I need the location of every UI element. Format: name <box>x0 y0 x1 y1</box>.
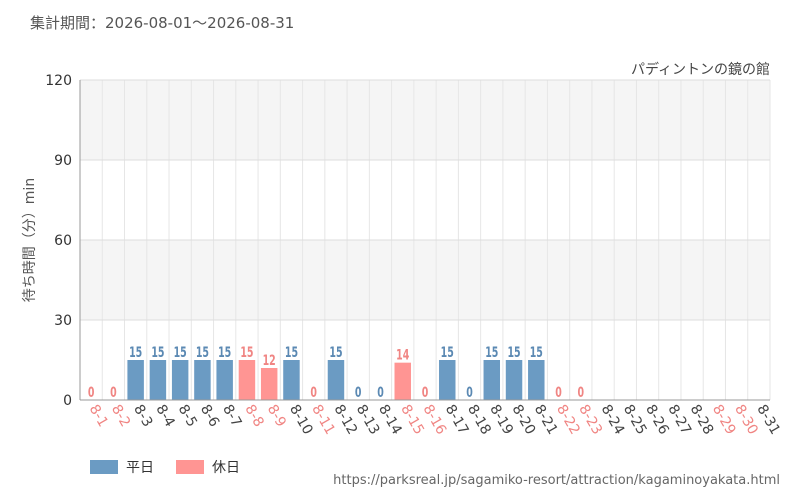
value-label: 15 <box>196 345 209 361</box>
legend-weekday-label: 平日 <box>126 460 154 476</box>
bar <box>149 360 167 400</box>
source-url: https://parksreal.jp/sagamiko-resort/att… <box>333 473 780 488</box>
bar <box>528 360 545 400</box>
y-axis-label: 待ち時間（分）min <box>22 178 38 302</box>
bar <box>439 360 456 400</box>
bar <box>505 360 523 400</box>
y-tick-label: 90 <box>54 153 72 169</box>
x-tick-label: 8-2 <box>108 402 133 430</box>
x-tick-label: 8-6 <box>197 402 222 430</box>
value-label: 15 <box>485 345 498 361</box>
bar <box>216 360 233 400</box>
grid-band <box>80 160 770 240</box>
value-label: 15 <box>507 345 520 361</box>
value-label: 12 <box>263 353 276 369</box>
value-label: 0 <box>355 385 362 401</box>
bar <box>127 360 144 400</box>
value-label: 0 <box>110 385 117 401</box>
value-label: 0 <box>377 385 384 401</box>
value-label: 15 <box>285 345 298 361</box>
y-tick-label: 120 <box>45 73 72 89</box>
value-label: 0 <box>555 385 562 401</box>
value-label: 15 <box>530 345 543 361</box>
x-tick-label: 8-4 <box>152 402 177 430</box>
value-label: 0 <box>88 385 95 401</box>
legend-holiday: 休日 <box>176 457 240 477</box>
value-label: 15 <box>218 345 231 361</box>
value-label: 0 <box>466 385 473 401</box>
y-tick-label: 30 <box>54 313 72 329</box>
legend: 平日 休日 <box>90 457 262 477</box>
x-tick-label: 8-31 <box>753 402 783 438</box>
bar <box>238 360 256 400</box>
x-tick-label: 8-5 <box>175 402 200 430</box>
bar <box>194 360 211 400</box>
x-tick-label: 8-7 <box>219 402 244 430</box>
value-label: 15 <box>129 345 142 361</box>
value-label: 14 <box>396 347 409 363</box>
period-text: 集計期間：2026-08-01～2026-08-31 <box>30 14 295 32</box>
value-label: 0 <box>310 385 317 401</box>
bar <box>260 368 278 400</box>
value-label: 0 <box>578 385 585 401</box>
value-label: 15 <box>441 345 454 361</box>
bar <box>171 360 189 400</box>
grid-band <box>80 80 770 160</box>
legend-holiday-swatch <box>176 460 204 474</box>
y-tick-label: 60 <box>54 233 72 249</box>
legend-weekday-swatch <box>90 460 118 474</box>
y-tick-label: 0 <box>63 393 72 409</box>
value-label: 15 <box>174 345 187 361</box>
x-tick-label: 8-1 <box>86 402 111 430</box>
bar <box>483 360 501 400</box>
x-tick-label: 8-3 <box>130 402 155 430</box>
legend-weekday: 平日 <box>90 457 154 477</box>
bar <box>327 360 345 400</box>
value-label: 15 <box>240 345 253 361</box>
bar <box>283 360 300 400</box>
x-tick-label: 8-9 <box>264 402 289 430</box>
value-label: 0 <box>422 385 429 401</box>
x-tick-label: 8-8 <box>241 402 266 430</box>
legend-holiday-label: 休日 <box>212 460 240 476</box>
chart-title: パディントンの鏡の館 <box>631 61 770 78</box>
value-label: 15 <box>329 345 342 361</box>
value-label: 15 <box>151 345 164 361</box>
bar <box>394 362 411 400</box>
grid-band <box>80 240 770 320</box>
